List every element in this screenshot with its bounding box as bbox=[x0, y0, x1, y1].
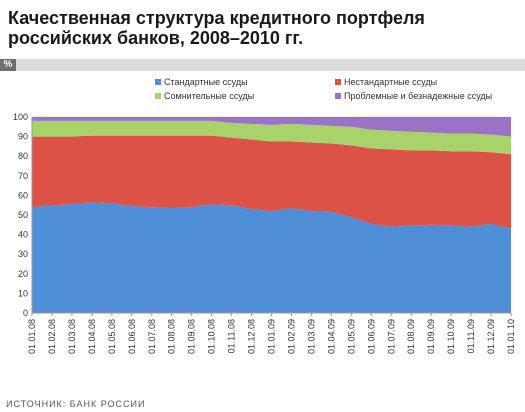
legend-swatch-4 bbox=[335, 93, 341, 99]
x-tick-label: 01.11.08 bbox=[227, 319, 237, 353]
x-tick-label: 01.02.08 bbox=[47, 319, 57, 354]
x-tick-label: 01.01.09 bbox=[267, 319, 277, 354]
y-tick-label: 70 bbox=[18, 171, 28, 181]
source-note: ИСТОЧНИК: БАНК РОССИИ bbox=[6, 399, 146, 409]
chart-legend: Стандартные ссуды Нестандартные ссуды Сомн… bbox=[155, 77, 492, 101]
legend-swatch-3 bbox=[155, 93, 161, 99]
x-tick-label: 01.10.08 bbox=[207, 319, 217, 354]
y-tick-label: 30 bbox=[18, 249, 28, 259]
legend-label-1: Стандартные ссуды bbox=[164, 77, 248, 87]
chart-title: Качественная структура кредитного портфе… bbox=[8, 8, 513, 48]
series-area-1 bbox=[32, 202, 511, 313]
x-tick-label: 01.06.08 bbox=[127, 319, 137, 354]
legend-label-2: Нестандартные ссуды bbox=[344, 77, 437, 87]
chart-axes: 0 10 20 30 40 50 60 70 80 90 100 01.01.08 01.02.08 01… bbox=[13, 112, 516, 354]
chart-title-line-2: российских банков, 2008–2010 гг. bbox=[8, 28, 304, 48]
legend-swatch-1 bbox=[155, 79, 161, 85]
y-tick-label: 90 bbox=[18, 132, 28, 142]
unit-bar: % bbox=[0, 59, 525, 71]
x-tick-label: 01.07.08 bbox=[147, 319, 157, 354]
x-tick-label: 01.10.09 bbox=[446, 319, 456, 354]
y-tick-label: 10 bbox=[18, 288, 28, 298]
series-area-4 bbox=[32, 117, 511, 137]
x-tick-label: 01.09.09 bbox=[426, 319, 436, 354]
stacked-area-chart: Стандартные ссуды Нестандартные ссуды Сомн… bbox=[13, 77, 516, 354]
x-tick-label: 01.12.09 bbox=[486, 319, 496, 354]
x-tick-label: 01.07.09 bbox=[386, 319, 396, 354]
y-tick-label: 50 bbox=[18, 210, 28, 220]
x-tick-label: 01.04.08 bbox=[87, 319, 97, 354]
y-tick-label: 40 bbox=[18, 230, 28, 240]
x-tick-label: 01.11.09 bbox=[466, 319, 476, 353]
x-tick-label: 01.08.09 bbox=[406, 319, 416, 354]
x-tick-label: 01.03.09 bbox=[306, 319, 316, 354]
unit-label: % bbox=[0, 59, 16, 71]
y-tick-label: 0 bbox=[23, 308, 28, 318]
x-tick-label: 01.01.08 bbox=[27, 319, 37, 354]
x-tick-label: 01.09.08 bbox=[187, 319, 197, 354]
series-area-3 bbox=[32, 120, 511, 155]
y-tick-label: 80 bbox=[18, 151, 28, 161]
x-tick-label: 01.01.10 bbox=[506, 319, 516, 354]
legend-label-3: Сомнительные ссуды bbox=[164, 91, 254, 101]
legend-label-4: Проблемные и безнадежные ссуды bbox=[344, 91, 492, 101]
x-tick-label: 01.12.08 bbox=[247, 319, 257, 354]
x-tick-label: 01.05.08 bbox=[107, 319, 117, 354]
legend-swatch-2 bbox=[335, 79, 341, 85]
x-tick-label: 01.08.08 bbox=[167, 319, 177, 354]
y-tick-label: 100 bbox=[13, 112, 28, 122]
x-tick-label: 01.04.09 bbox=[326, 319, 336, 354]
x-tick-label: 01.06.09 bbox=[366, 319, 376, 354]
x-tick-label: 01.02.09 bbox=[286, 319, 296, 354]
y-tick-label: 60 bbox=[18, 190, 28, 200]
y-tick-label: 20 bbox=[18, 269, 28, 279]
chart-areas bbox=[32, 117, 511, 313]
chart-title-line-1: Качественная структура кредитного портфе… bbox=[8, 8, 425, 28]
series-area-2 bbox=[32, 135, 511, 229]
x-tick-label: 01.05.09 bbox=[346, 319, 356, 354]
x-tick-label: 01.03.08 bbox=[67, 319, 77, 354]
